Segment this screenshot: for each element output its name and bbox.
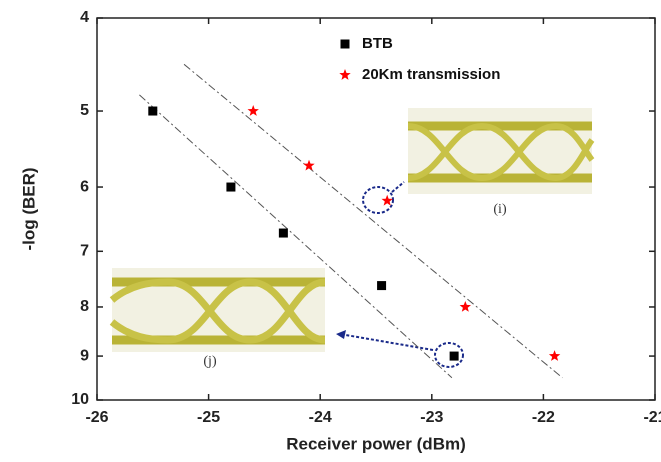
point bbox=[450, 352, 459, 361]
chart: (i) (j) Receiver power (dBm) -log (BER) … bbox=[0, 0, 661, 457]
y-tick-label: 6 bbox=[80, 178, 89, 195]
y-tick-label: 7 bbox=[80, 243, 89, 260]
inset-i bbox=[408, 108, 592, 194]
point bbox=[377, 281, 386, 290]
y-axis-label: -log (BER) bbox=[19, 167, 38, 250]
y-tick-label: 9 bbox=[80, 347, 89, 364]
x-tick-label: -21 bbox=[643, 409, 661, 426]
point bbox=[382, 195, 393, 206]
y-tick-label: 5 bbox=[80, 102, 89, 119]
arrow bbox=[340, 334, 433, 350]
y-tick-label: 8 bbox=[80, 298, 89, 315]
annotation: (j) bbox=[203, 354, 217, 369]
annotation: (i) bbox=[493, 202, 507, 217]
arrow bbox=[392, 182, 404, 192]
legend-marker bbox=[339, 69, 350, 80]
point bbox=[279, 229, 288, 238]
point bbox=[226, 183, 235, 192]
x-tick-label: -23 bbox=[420, 409, 443, 426]
y-tick-label: 4 bbox=[80, 9, 89, 26]
point bbox=[248, 105, 259, 116]
point bbox=[549, 350, 560, 361]
x-tick-label: -26 bbox=[85, 409, 108, 426]
point bbox=[148, 107, 157, 116]
x-tick-label: -24 bbox=[309, 409, 332, 426]
point bbox=[303, 160, 314, 171]
x-tick-label: -25 bbox=[197, 409, 220, 426]
legend-marker bbox=[341, 40, 350, 49]
arrow-head bbox=[336, 330, 346, 339]
x-tick-label: -22 bbox=[532, 409, 555, 426]
point bbox=[460, 301, 471, 312]
page: (i) (j) Receiver power (dBm) -log (BER) … bbox=[0, 0, 661, 462]
x-axis-label: Receiver power (dBm) bbox=[286, 434, 466, 453]
highlight-circle bbox=[435, 343, 463, 367]
legend-label: BTB bbox=[362, 35, 393, 52]
inset-j bbox=[112, 268, 325, 352]
y-tick-label: 10 bbox=[71, 391, 89, 408]
legend-label: 20Km transmission bbox=[362, 66, 500, 83]
